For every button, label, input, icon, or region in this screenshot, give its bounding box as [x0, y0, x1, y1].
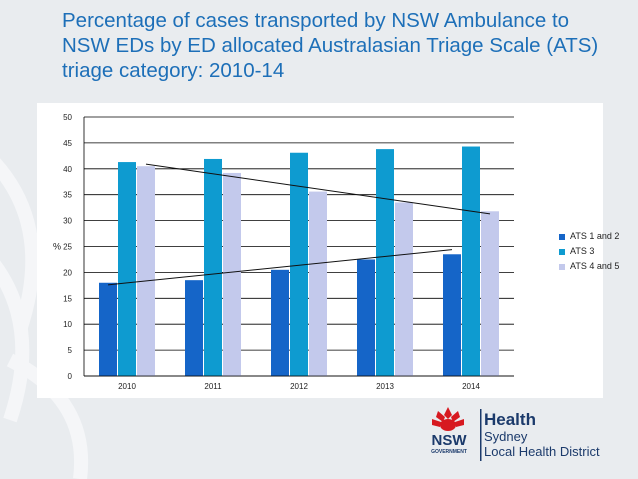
bar — [443, 254, 461, 376]
bar — [118, 162, 136, 376]
trendline — [107, 249, 453, 286]
government-label: GOVERNMENT — [431, 449, 467, 455]
legend-label-ats3: ATS 3 — [570, 246, 595, 256]
chart-title: Percentage of cases transported by NSW A… — [62, 9, 599, 82]
legend-label-ats12: ATS 1 and 2 — [570, 231, 620, 241]
bar — [185, 280, 203, 376]
y-tick-label: 10 — [63, 320, 72, 329]
bar — [357, 259, 375, 376]
bar-chart: 0 5 10 15 20 25 30 35 40 45 50% 2010 2011 2012 2013 201… — [53, 113, 514, 391]
bar — [309, 191, 327, 376]
y-tick-label: 25 — [63, 243, 72, 252]
legend-item-ats3: ATS 3 — [559, 244, 619, 259]
bar — [481, 211, 499, 376]
y-tick-label: 30 — [63, 217, 72, 226]
x-tick-label: 2012 — [290, 382, 308, 391]
x-tick-label: 2010 — [118, 382, 136, 391]
x-tick-label: 2013 — [376, 382, 394, 391]
legend-item-ats12: ATS 1 and 2 — [559, 229, 619, 244]
nsw-waratah-logo-icon — [432, 407, 482, 461]
nsw-label: NSW — [431, 432, 467, 449]
legend: ATS 1 and 2 ATS 3 ATS 4 and 5 — [559, 229, 619, 274]
legend-swatch-ats3 — [559, 248, 565, 255]
bar — [271, 269, 289, 376]
bar — [137, 166, 155, 376]
bar — [223, 172, 241, 376]
legend-swatch-ats45 — [559, 263, 565, 270]
bar — [204, 158, 222, 376]
y-tick-label: 50 — [63, 113, 72, 122]
y-tick-label: 40 — [63, 165, 72, 174]
district-label: Local Health District — [484, 444, 600, 459]
y-tick-label: 5 — [68, 346, 73, 355]
y-tick-label: 20 — [63, 268, 72, 277]
bar — [376, 149, 394, 376]
y-tick-label: 15 — [63, 294, 72, 303]
y-axis-label: % — [53, 242, 61, 252]
y-tick-label: 35 — [63, 191, 72, 200]
district-name: Health Sydney Local Health District — [484, 410, 600, 459]
bar — [99, 282, 117, 376]
bar — [462, 146, 480, 376]
nsw-emblem-text: NSW GOVERNMENT — [425, 432, 473, 456]
health-label: Health — [484, 410, 536, 429]
chart-panel: 0 5 10 15 20 25 30 35 40 45 50% 2010 2011 2012 2013 201… — [37, 103, 619, 398]
y-tick-label: 45 — [63, 139, 72, 148]
bar — [395, 202, 413, 376]
bar — [290, 152, 308, 376]
x-tick-label: 2011 — [204, 382, 222, 391]
y-tick-label: 0 — [68, 372, 73, 381]
trendline — [145, 163, 491, 215]
legend-item-ats45: ATS 4 and 5 — [559, 259, 619, 274]
x-tick-label: 2014 — [462, 382, 480, 391]
sydney-label: Sydney — [484, 429, 528, 444]
legend-swatch-ats12 — [559, 233, 565, 240]
legend-label-ats45: ATS 4 and 5 — [570, 261, 620, 271]
